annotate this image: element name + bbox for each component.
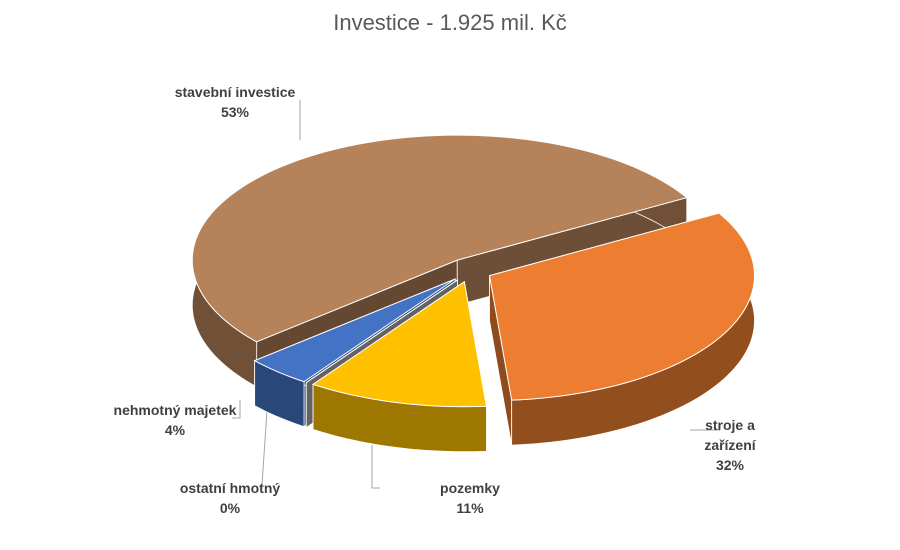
- data-label: stroje a zařízení 32%: [680, 415, 780, 475]
- slice-top: [311, 280, 488, 408]
- category-label: ostatní hmotný: [179, 480, 281, 496]
- data-label: pozemky 11%: [390, 478, 550, 518]
- data-label: ostatní hmotný 0%: [150, 478, 310, 518]
- slice-top: [488, 212, 755, 401]
- leader-line: [232, 400, 241, 419]
- value-label: 11%: [456, 500, 484, 516]
- slice-top: [305, 279, 458, 383]
- category-label: pozemky: [440, 480, 500, 496]
- data-label: stavební investice 53%: [155, 82, 315, 122]
- chart-title: Investice - 1.925 mil. Kč: [333, 10, 567, 35]
- data-label: nehmotný majetek 4%: [95, 400, 255, 440]
- category-label: nehmotný majetek: [113, 402, 237, 418]
- slice: [311, 280, 488, 453]
- slice-top: [191, 134, 688, 343]
- value-label: 53%: [220, 104, 250, 120]
- leader-line: [371, 445, 380, 489]
- category-label: stavební investice: [174, 84, 296, 100]
- value-label: 4%: [164, 422, 186, 438]
- value-label: 32%: [715, 457, 745, 473]
- slice: [488, 212, 755, 446]
- category-label: stroje a zařízení: [704, 417, 756, 453]
- slice-top: [253, 278, 456, 383]
- value-label: 0%: [219, 500, 241, 516]
